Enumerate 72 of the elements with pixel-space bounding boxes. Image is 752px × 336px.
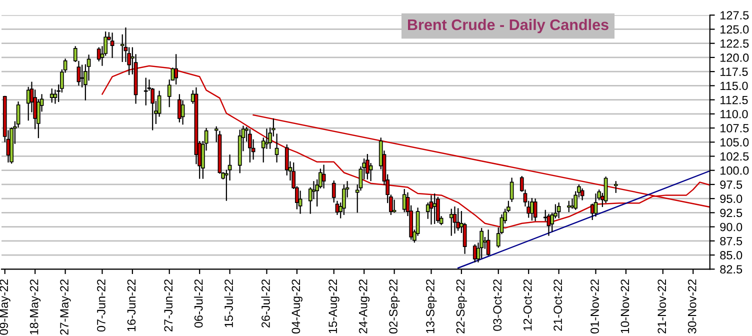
candlestick xyxy=(480,228,484,258)
y-tick-label: 102.5 xyxy=(720,152,749,161)
y-tick-label: 82.5 xyxy=(720,265,742,274)
x-tick-label: 21-Oct-22 xyxy=(554,279,562,331)
candlestick xyxy=(110,32,114,58)
candlestick xyxy=(180,100,185,125)
y-tick-label: 117.5 xyxy=(720,68,748,76)
candlestick xyxy=(274,134,279,162)
candlestick xyxy=(50,88,54,103)
y-tick-label: 127.5 xyxy=(720,11,749,20)
candlestick xyxy=(264,128,269,149)
x-tick-label: 21-Nov-22 xyxy=(658,279,666,334)
x-tick-label: 26-Jul-22 xyxy=(261,279,270,328)
y-tick-label: 110.0 xyxy=(720,110,748,118)
candlestick xyxy=(510,178,514,202)
x-tick-label: 06-Jul-22 xyxy=(194,279,203,328)
chart-title: Brent Crude - Daily Candles xyxy=(408,18,608,34)
x-tick-label: 12-Oct-22 xyxy=(523,279,532,330)
candlestick xyxy=(178,94,182,122)
x-tick-label: 24-Aug-22 xyxy=(358,279,370,334)
y-tick-label: 105.0 xyxy=(720,138,749,147)
candlestick xyxy=(432,194,437,224)
candlestick xyxy=(402,188,406,212)
x-tick-label: 10-Nov-22 xyxy=(620,279,630,334)
x-tick-label: 22-Sep-22 xyxy=(456,279,467,334)
candlestick xyxy=(248,129,252,162)
x-tick-label: 15-Jul-22 xyxy=(224,279,233,328)
candlestick xyxy=(332,180,336,203)
x-tick-label: 01-Nov-22 xyxy=(590,279,599,334)
x-tick-label: 18-May-22 xyxy=(30,279,41,334)
x-tick-label: 13-Sep-22 xyxy=(426,279,437,334)
candlestick xyxy=(456,208,460,231)
y-tick-label: 112.5 xyxy=(720,96,748,104)
candlestick xyxy=(530,198,534,221)
x-tick-label: 02-Sep-22 xyxy=(389,279,400,334)
candlestick xyxy=(594,194,598,217)
y-tick-label: 122.5 xyxy=(720,39,749,48)
candlestick xyxy=(567,200,571,212)
candlestick xyxy=(449,208,454,236)
candlestick xyxy=(472,244,477,262)
candlestick xyxy=(392,200,396,213)
y-tick-label: 100.0 xyxy=(720,166,749,175)
candlestick xyxy=(80,64,84,88)
y-tick-label: 125.0 xyxy=(720,25,749,34)
candlestick xyxy=(533,198,538,222)
x-tick-label: 30-Nov-22 xyxy=(688,279,696,334)
y-tick-label: 90.0 xyxy=(720,222,742,232)
x-tick-label: 04-Aug-22 xyxy=(292,279,302,334)
x-tick-label: 27-May-22 xyxy=(60,279,71,335)
y-tick-label: 85.0 xyxy=(720,251,742,260)
candlestick xyxy=(614,181,618,193)
y-tick-label: 87.5 xyxy=(720,236,742,246)
x-tick-label: 03-Oct-22 xyxy=(493,279,502,331)
candlestick xyxy=(604,176,608,204)
y-tick-label: 115.0 xyxy=(720,82,748,90)
x-tick-label: 27-Jun-22 xyxy=(164,279,173,332)
y-tick-label: 92.5 xyxy=(720,208,742,218)
x-tick-label: 07-Jun-22 xyxy=(97,279,106,332)
y-tick-label: 120.0 xyxy=(720,53,749,62)
candlestick xyxy=(366,154,370,180)
y-tick-label: 97.5 xyxy=(720,180,742,189)
candlestick xyxy=(436,196,440,223)
line-series xyxy=(102,65,710,229)
candlestick xyxy=(486,230,490,256)
candlestick xyxy=(322,164,326,188)
x-tick-label: 09-May-22 xyxy=(0,279,10,335)
x-tick-label: 15-Aug-22 xyxy=(328,279,340,334)
y-tick-label: 95.0 xyxy=(720,194,742,203)
candlestick xyxy=(556,202,561,218)
x-tick-label: 16-Jun-22 xyxy=(127,279,136,332)
candlestick xyxy=(342,184,346,215)
y-tick-label: 107.5 xyxy=(720,124,749,132)
